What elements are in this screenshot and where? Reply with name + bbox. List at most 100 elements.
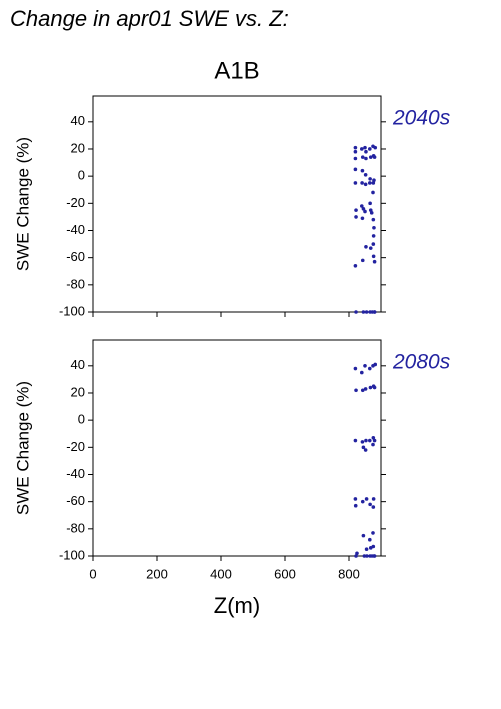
point (372, 385, 377, 390)
point (368, 201, 372, 206)
point (368, 438, 372, 443)
point (353, 149, 358, 154)
point (354, 388, 358, 393)
point (363, 387, 368, 391)
point (371, 531, 375, 535)
point (353, 366, 358, 371)
point (368, 155, 373, 159)
point (372, 438, 377, 443)
point (371, 254, 376, 259)
point (364, 149, 368, 154)
point (368, 147, 372, 151)
point (372, 155, 377, 159)
point (355, 551, 359, 556)
point (360, 370, 364, 375)
point (353, 181, 358, 185)
point (371, 497, 376, 501)
point (360, 440, 365, 444)
point (368, 502, 372, 507)
point (353, 438, 358, 443)
point (360, 216, 365, 221)
point (362, 554, 367, 558)
point (368, 208, 373, 212)
point (363, 182, 368, 187)
point (364, 156, 368, 161)
point (361, 206, 366, 211)
point (353, 167, 358, 172)
y-tick-label: -40 (66, 222, 85, 237)
x-tick-label: 400 (210, 566, 232, 581)
point (371, 544, 376, 549)
point (368, 181, 372, 185)
point (372, 554, 377, 558)
point (360, 499, 365, 504)
point (373, 145, 378, 150)
point (360, 147, 364, 151)
point (370, 554, 374, 558)
point (360, 181, 364, 185)
point (360, 258, 365, 263)
plot-frame (92, 95, 382, 313)
y-tick-label: -60 (66, 249, 85, 264)
point (361, 445, 366, 450)
point (364, 438, 368, 443)
point (353, 264, 358, 268)
point (364, 547, 369, 552)
point (364, 310, 369, 314)
point (372, 178, 376, 183)
point (365, 554, 369, 558)
point (360, 204, 364, 208)
point (373, 362, 378, 367)
scenario-title: A1B (214, 57, 259, 84)
point (371, 505, 376, 509)
point (353, 503, 358, 508)
point (354, 554, 358, 558)
x-tick-label: 200 (146, 566, 168, 581)
point (363, 209, 367, 214)
point (361, 533, 366, 538)
point (371, 234, 376, 238)
point (372, 259, 377, 264)
y-tick-label: -20 (66, 195, 85, 210)
point (360, 155, 365, 159)
y-tick-label: -60 (66, 493, 85, 508)
point (371, 190, 375, 195)
point (360, 168, 365, 173)
point (353, 145, 358, 150)
point (353, 497, 358, 501)
point (363, 364, 367, 368)
x-tick-label: 800 (338, 566, 360, 581)
y-axis-label: SWE Change (%) (13, 137, 32, 271)
y-tick-label: 40 (71, 357, 85, 372)
y-tick-label: -20 (66, 439, 85, 454)
point (363, 145, 367, 150)
y-tick-label: -80 (66, 276, 85, 291)
point (368, 537, 372, 542)
point (370, 310, 375, 314)
y-tick-label: 20 (71, 384, 85, 399)
x-tick-label: 0 (89, 566, 96, 581)
point (369, 211, 374, 215)
point (371, 442, 375, 447)
y-tick-label: 20 (71, 140, 85, 155)
y-axis-label: SWE Change (%) (13, 381, 32, 515)
point (354, 208, 358, 212)
point (363, 448, 368, 452)
point (353, 156, 358, 161)
point (364, 497, 369, 501)
point (354, 215, 358, 219)
point (371, 181, 376, 185)
y-tick-label: 40 (71, 113, 85, 128)
y-tick-label: -100 (59, 547, 85, 562)
point (360, 388, 365, 393)
point (368, 177, 372, 181)
y-tick-label: 0 (78, 168, 85, 183)
x-axis-label: Z(m) (214, 593, 260, 618)
point (361, 310, 366, 314)
point (368, 366, 372, 371)
point (354, 310, 358, 314)
panel-label: 2080s (392, 351, 451, 374)
y-tick-label: 0 (78, 412, 85, 427)
point (371, 217, 376, 222)
